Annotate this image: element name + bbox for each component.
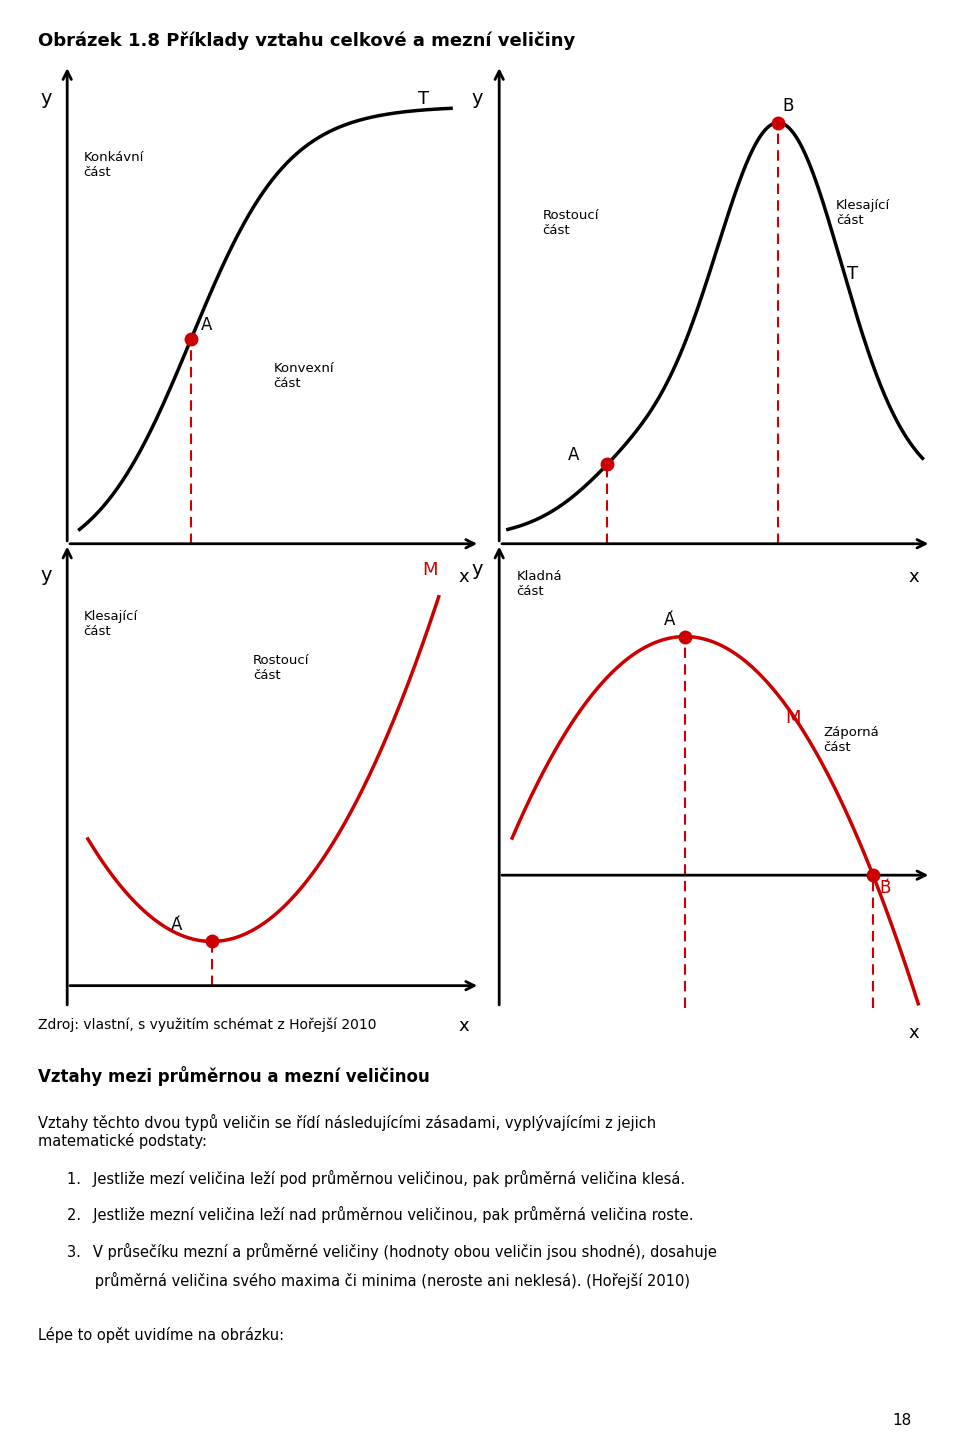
Text: A: A xyxy=(202,316,213,334)
Text: y: y xyxy=(472,90,483,109)
Text: Vztahy těchto dvou typů veličin se řídí následujícími zásadami, vyplývajícími z : Vztahy těchto dvou typů veličin se řídí … xyxy=(38,1114,657,1150)
Text: T: T xyxy=(848,264,858,283)
Text: Konkávní
část: Konkávní část xyxy=(84,151,144,180)
Text: Rostoucí
část: Rostoucí část xyxy=(252,654,309,683)
Text: x: x xyxy=(458,1016,468,1035)
Text: 2.  Jestliže mezní veličina leží nad průměrnou veličinou, pak průměrná veličina : 2. Jestliže mezní veličina leží nad prům… xyxy=(67,1206,694,1224)
Text: Klesající
část: Klesající část xyxy=(836,199,891,228)
Text: 3.  V průsečíku mezní a průměrné veličiny (hodnoty obou veličin jsou shodné), do: 3. V průsečíku mezní a průměrné veličiny… xyxy=(67,1243,717,1260)
Text: B: B xyxy=(782,97,794,115)
Text: x: x xyxy=(908,568,920,586)
Text: Rostoucí
část: Rostoucí část xyxy=(542,209,599,236)
Text: M: M xyxy=(785,709,801,726)
Text: 18: 18 xyxy=(893,1414,912,1428)
Text: Konvexní
část: Konvexní část xyxy=(274,362,334,390)
Text: y: y xyxy=(41,566,52,584)
Text: x: x xyxy=(458,568,468,586)
Text: y: y xyxy=(41,90,52,109)
Text: Vztahy mezi průměrnou a mezní veličinou: Vztahy mezi průměrnou a mezní veličinou xyxy=(38,1066,430,1086)
Text: 1.  Jestliže mezí veličina leží pod průměrnou veličinou, pak průměrná veličina k: 1. Jestliže mezí veličina leží pod průmě… xyxy=(67,1170,685,1188)
Text: y: y xyxy=(472,560,483,580)
Text: B́: B́ xyxy=(879,879,891,898)
Text: Zdroj: vlastní, s využitím schémat z Hořejší 2010: Zdroj: vlastní, s využitím schémat z Hoř… xyxy=(38,1018,377,1032)
Text: Klesající
část: Klesající část xyxy=(84,610,138,638)
Text: Á: Á xyxy=(171,916,181,934)
Text: průměrná veličina svého maxima či minima (neroste ani neklesá). (Hořejší 2010): průměrná veličina svého maxima či minima… xyxy=(67,1272,690,1289)
Text: M: M xyxy=(422,561,438,579)
Text: A: A xyxy=(568,445,580,464)
Text: Á: Á xyxy=(663,610,675,629)
Text: Záporná
část: Záporná část xyxy=(823,726,879,754)
Text: T: T xyxy=(419,90,429,107)
Text: x: x xyxy=(908,1024,920,1043)
Text: Kladná
část: Kladná část xyxy=(516,570,563,599)
Text: Lépe to opět uvidíme na obrázku:: Lépe to opět uvidíme na obrázku: xyxy=(38,1327,284,1343)
Text: Obrázek 1.8 Příklady vztahu celkové a mezní veličiny: Obrázek 1.8 Příklady vztahu celkové a me… xyxy=(38,32,576,51)
